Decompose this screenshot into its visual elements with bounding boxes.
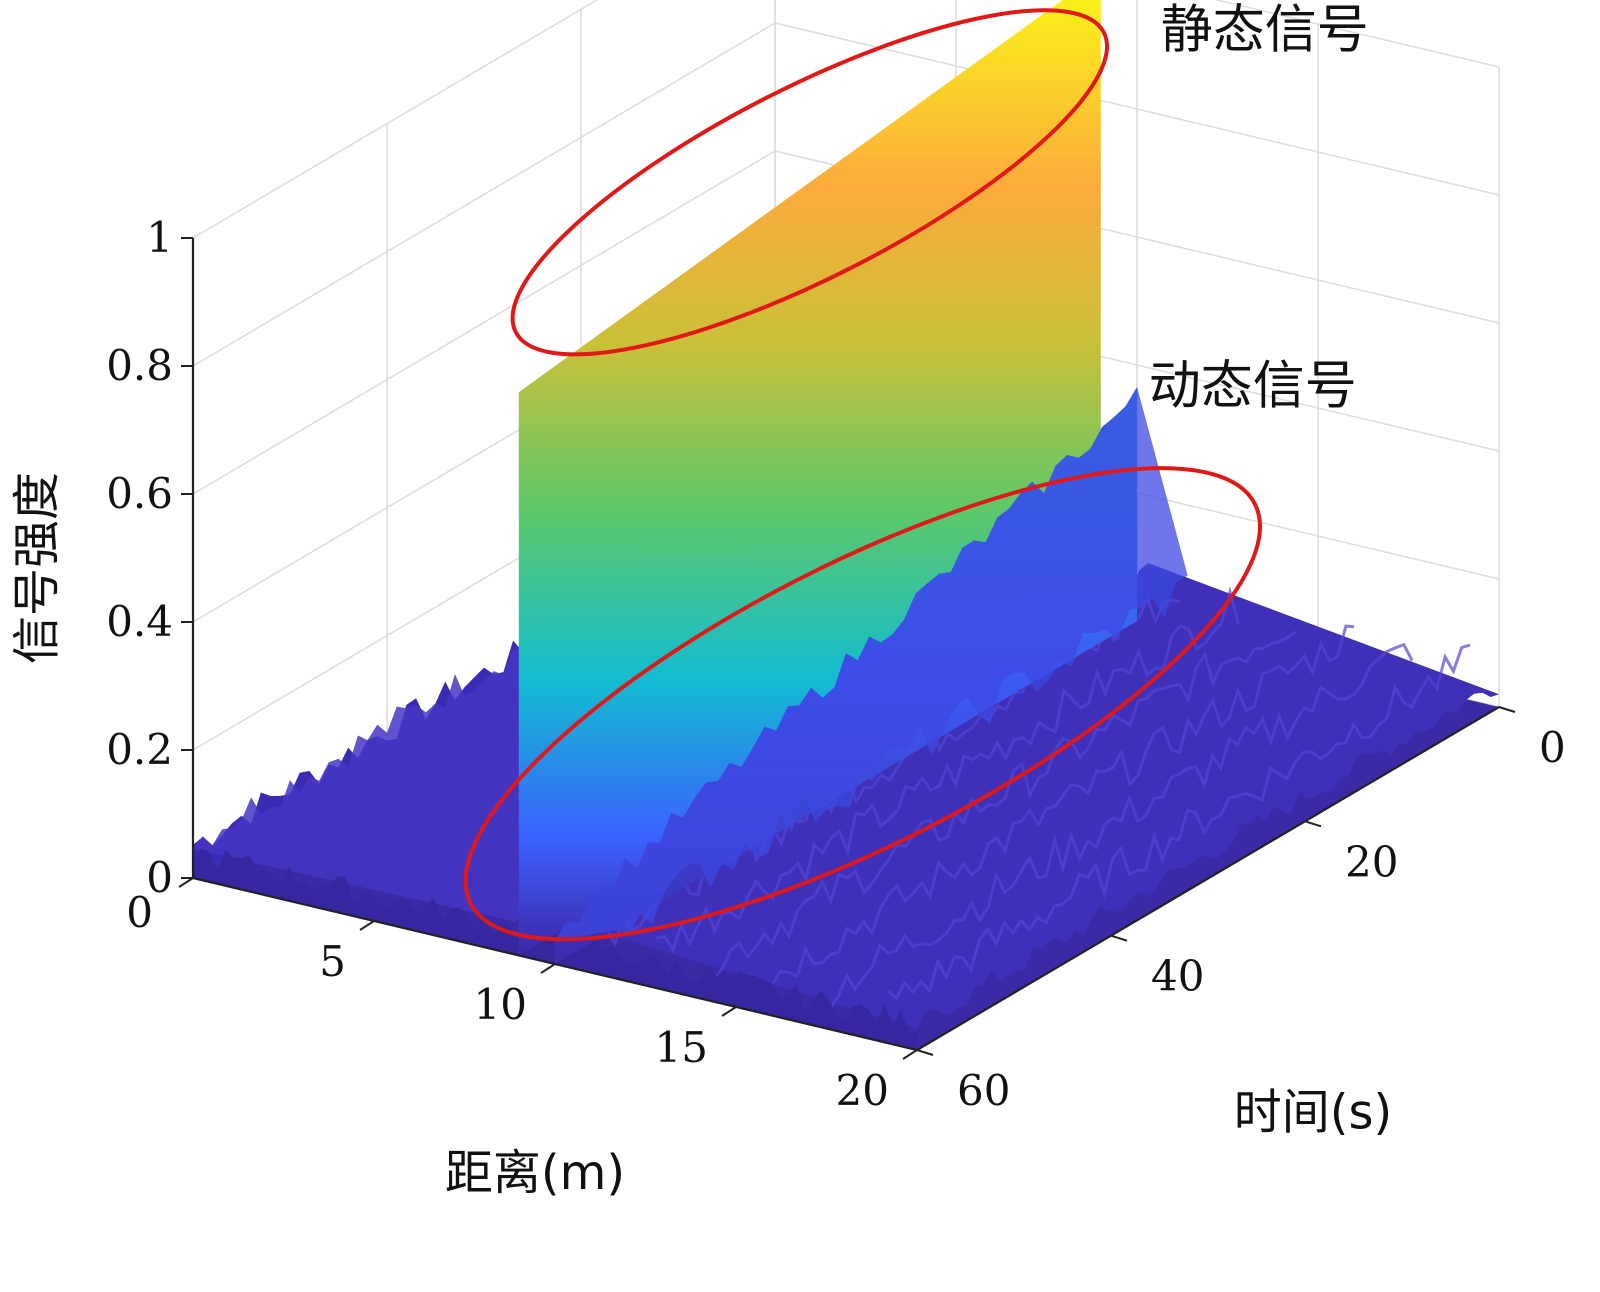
axes: 00.20.40.60.81051015200204060距离(m)时间(s)信… <box>9 213 1566 1201</box>
x-tick <box>540 963 556 974</box>
x-tick <box>178 877 194 888</box>
grid-line-z-right-5 <box>1213 0 1500 68</box>
grid-line-z-left-5 <box>192 0 599 239</box>
z-tick-label: 0.8 <box>106 341 173 390</box>
z-axis-label: 信号强度 <box>9 472 65 664</box>
z-tick-label: 0 <box>146 853 173 902</box>
x-tick <box>721 1006 737 1017</box>
static-signal-ellipse <box>510 8 1109 357</box>
noise-ridge <box>828 642 1414 1010</box>
static-signal-ridge <box>518 0 1101 956</box>
noise-ridge <box>713 630 1298 982</box>
z-tick-label: 0.2 <box>106 725 173 774</box>
noise-ridge <box>886 643 1471 1001</box>
y-tick <box>1110 934 1128 942</box>
noise-ridge <box>656 585 1240 954</box>
x-tick-label: 20 <box>836 1066 889 1115</box>
x-tick <box>359 920 375 931</box>
y-tick-label: 60 <box>957 1066 1010 1115</box>
y-tick <box>916 1049 934 1056</box>
dynamic-signal-ellipse <box>463 466 1262 942</box>
x-tick-label: 0 <box>126 888 153 937</box>
z-tick-label: 0.6 <box>106 469 173 518</box>
z-tick-label: 1 <box>146 213 173 262</box>
y-tick-label: 40 <box>1151 952 1204 1001</box>
static-signal-label: 静态信号 <box>1161 0 1369 60</box>
y-tick <box>1304 820 1322 828</box>
y-tick-label: 0 <box>1539 723 1566 772</box>
y-axis-line <box>916 706 1500 1051</box>
z-tick-label: 0.4 <box>106 597 173 646</box>
surface <box>193 0 1499 1050</box>
noise-right-band <box>565 563 1499 1029</box>
grid-line-z-left-4 <box>192 22 776 367</box>
x-tick-label: 15 <box>655 1023 708 1072</box>
x-axis-label: 距离(m) <box>445 1145 625 1201</box>
dynamic-signal-label: 动态信号 <box>1149 357 1357 417</box>
y-tick <box>1498 706 1516 713</box>
x-tick <box>902 1049 918 1060</box>
x-tick-label: 5 <box>319 937 346 986</box>
grid-line-z-left-3 <box>192 150 776 495</box>
x-tick-label: 10 <box>474 980 527 1029</box>
y-axis-label: 时间(s) <box>1234 1085 1392 1141</box>
y-tick-label: 20 <box>1345 837 1398 886</box>
noise-ridge <box>770 624 1355 986</box>
dynamic-signal-slope <box>555 387 1188 941</box>
